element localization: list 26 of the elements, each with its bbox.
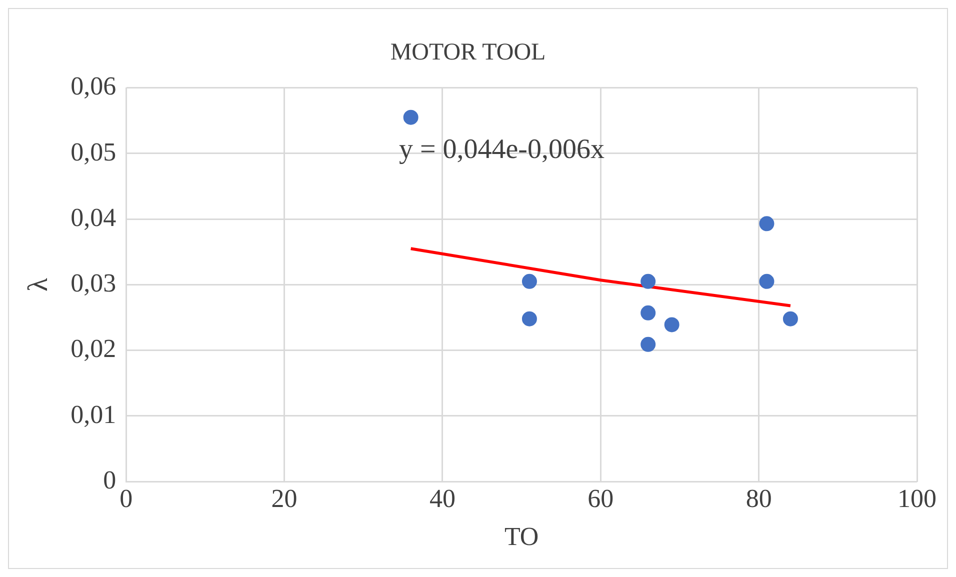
point (759, 274, 774, 289)
point (782, 311, 798, 326)
y-tick-label: 0,04 (70, 202, 116, 232)
point (522, 311, 537, 326)
y-axis-title: λ (23, 277, 54, 292)
point (759, 216, 774, 232)
y-tick-label: 0 (103, 465, 116, 494)
point (664, 317, 680, 332)
y-tick-label: 0,05 (70, 137, 116, 166)
chart-title: MOTOR TOOL (390, 40, 546, 66)
point (522, 274, 537, 289)
point (640, 274, 656, 289)
y-tick-label: 0,02 (70, 334, 116, 364)
x-tick-label: 60 (588, 484, 614, 514)
y-tick-label: 0,03 (70, 268, 116, 298)
point (640, 305, 656, 320)
x-tick-label: 40 (429, 484, 456, 514)
point (640, 336, 656, 352)
x-axis-title: TO (504, 522, 539, 552)
annotation: y = 0,044e-0,006x (398, 134, 605, 166)
x-tick-label: 80 (746, 484, 772, 514)
x-tick-label: 100 (898, 484, 936, 514)
y-tick-label: 0,01 (70, 400, 116, 429)
point (403, 110, 418, 125)
y-tick-label: 0,06 (70, 72, 116, 101)
x-tick-label: 20 (271, 484, 298, 514)
